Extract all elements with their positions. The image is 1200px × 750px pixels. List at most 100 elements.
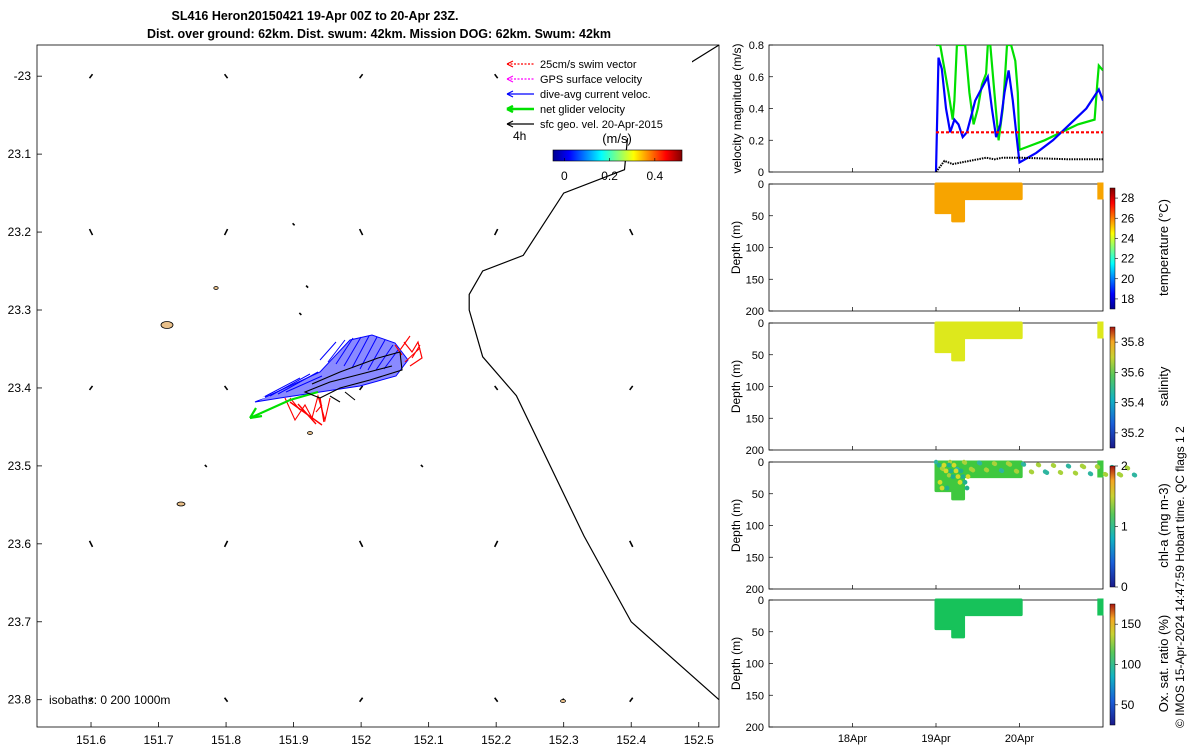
sfc-geo-vector (223, 540, 229, 548)
sfc-geo-vector (358, 385, 364, 391)
map-y-tick-label: 23.8 (8, 693, 32, 707)
sfc-geo-vector (88, 385, 94, 391)
colorbar-tick-label: 22 (1121, 252, 1135, 266)
depth-y-tick-label: 100 (746, 659, 764, 671)
depth-y-tick-label: 50 (752, 211, 764, 223)
island-shape (160, 321, 174, 329)
sfc-geo-vector (204, 464, 208, 468)
legend-label: net glider velocity (540, 104, 625, 116)
sfc-geo-vector (88, 73, 94, 79)
map-x-tick-label: 152.2 (481, 733, 511, 747)
depth-y-tick-label: 50 (752, 350, 764, 362)
sfc-geo-vector (223, 385, 229, 391)
map-y-tick-label: 23.6 (8, 537, 32, 551)
depth-section-data (934, 598, 1104, 639)
sfc-geo-vector (629, 228, 634, 236)
depth-y-tick-label: 200 (746, 445, 764, 457)
map-x-tick-label: 152 (351, 733, 371, 747)
date-tick-label: 18Apr (838, 733, 868, 745)
velocity-colorbar-tick-label: 0.2 (601, 169, 618, 183)
map-x-tick-label: 152.1 (414, 733, 444, 747)
velocity-series-line (934, 57, 1103, 172)
map-x-tick-label: 152.5 (684, 733, 714, 747)
sfc-geo-vector (223, 228, 229, 236)
velocity-colorbar-tick-label: 0.4 (646, 169, 663, 183)
title-line-2: Dist. over ground: 62km. Dist. swum: 42k… (147, 27, 611, 41)
date-tick-label: 20Apr (1005, 733, 1035, 745)
velocity-magnitude-panel: 0 0.2 0.4 0.6 0.8 velocity magnitude (m/s) (730, 40, 1104, 179)
velocity-colorbar-tick-label: 0 (561, 169, 568, 183)
velocity-ylabel: velocity magnitude (m/s) (730, 43, 744, 173)
map-y-tick-label: 23.2 (8, 225, 32, 239)
depth-ylabel: Depth (m) (729, 499, 743, 552)
depth-y-tick-label: 150 (746, 690, 764, 702)
depth-y-tick-label: 150 (746, 413, 764, 425)
isobaths-label: isobaths: 0 200 1000m (49, 693, 170, 707)
colorbar-label: salinity (1156, 366, 1171, 406)
depth-y-tick-label: 200 (746, 584, 764, 596)
depth-ylabel: Depth (m) (729, 637, 743, 690)
colorbar-tick-label: 35.6 (1121, 365, 1145, 379)
depth-y-tick-label: 150 (746, 274, 764, 286)
colorbar-tick-label: 35.4 (1121, 396, 1145, 410)
date-tick-label: 19Apr (921, 733, 951, 745)
sfc-geo-vector (298, 312, 302, 316)
depth-y-tick-label: 50 (752, 627, 764, 639)
velocity-y-tick-label: 0.4 (749, 104, 764, 116)
depth-section-panel: 0 50 100 150 200 Depth (m) 18 20 22 24 26 28 tempera… (729, 179, 1171, 318)
colorbar-tick-label: 150 (1121, 617, 1141, 631)
sfc-geo-vector (358, 73, 364, 79)
colorbar-tick-label: 26 (1121, 211, 1135, 225)
isobath-1000m (468, 44, 720, 701)
velocity-y-tick-label: 0.2 (749, 135, 764, 147)
map-x-tick-label: 151.7 (144, 733, 174, 747)
glider-track (303, 351, 403, 403)
sfc-geo-vector (88, 228, 94, 236)
colorbar-tick-label: 18 (1121, 292, 1135, 306)
velocity-y-tick-label: 0.8 (749, 40, 764, 52)
depth-y-tick-label: 100 (746, 243, 764, 255)
sfc-geo-vector (358, 540, 364, 548)
velocity-colorbar: (m/s) 0 0.2 0.4 (552, 131, 683, 183)
depth-section-panel: 0 50 100 150 200 Depth (m) 0 1 2 chl-a (mg m-3) (729, 457, 1171, 596)
colorbar-tick-label: 24 (1121, 231, 1135, 245)
depth-colorbar (1109, 326, 1116, 449)
map-y-tick-label: 23.5 (8, 459, 32, 473)
sfc-geo-vector (420, 464, 424, 468)
sfc-geo-vector (292, 222, 296, 226)
net-glider-velocity (249, 390, 319, 420)
sfc-geo-vector (223, 73, 229, 79)
depth-y-tick-label: 50 (752, 489, 764, 501)
sfc-geo-vector (494, 73, 499, 79)
map-panel: 151.6 151.7 151.8 151.9 152 152.1 152.2 152.3 15… (8, 44, 720, 747)
sfc-geo-vector (223, 697, 229, 703)
map-x-tick-label: 152.4 (616, 733, 646, 747)
copyright-label: © IMOS 15-Apr-2024 14:47:59 Hobart time.… (1173, 426, 1187, 728)
depth-section-data (934, 321, 1104, 362)
swim-vectors (284, 335, 423, 426)
map-y-tick-label: 23.4 (8, 381, 32, 395)
map-legend: 25cm/s swim vector GPS surface velocity di… (500, 54, 692, 143)
map-x-tick-label: 151.9 (279, 733, 309, 747)
velocity-series-line (935, 156, 1103, 172)
colorbar-tick-label: 35.8 (1121, 335, 1145, 349)
colorbar-label: Ox. sat. ratio (%) (1156, 615, 1171, 713)
depth-section-panel: 0 50 100 150 200 Depth (m) 50 100 150 Ox. sat. ra… (729, 595, 1171, 734)
depth-ylabel: Depth (m) (729, 360, 743, 413)
map-y-tick-label: 23.3 (8, 303, 32, 317)
right-panels: 0 0.2 0.4 0.6 0.8 velocity magnitude (m/s) 0 50… (729, 40, 1171, 745)
depth-y-tick-label: 150 (746, 552, 764, 564)
sfc-geo-vector (629, 385, 634, 391)
depth-y-tick-label: 200 (746, 306, 764, 318)
colorbar-tick-label: 0 (1121, 580, 1128, 594)
sfc-geo-vector (494, 385, 499, 391)
colorbar-tick-label: 50 (1121, 698, 1135, 712)
depth-y-tick-label: 0 (758, 318, 764, 330)
depth-y-tick-label: 200 (746, 722, 764, 734)
map-frame (36, 44, 720, 728)
velocity-y-tick-label: 0 (758, 167, 764, 179)
colorbar-tick-label: 20 (1121, 272, 1135, 286)
dive-avg-current-vectors (249, 334, 409, 403)
legend-arrowhead (506, 104, 514, 114)
colorbar-tick-label: 1 (1121, 520, 1128, 534)
